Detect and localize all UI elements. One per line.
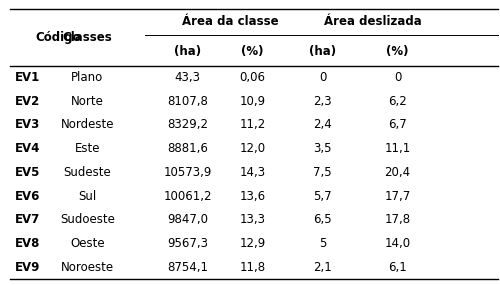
Text: EV8: EV8 [15,237,40,250]
Text: 0,06: 0,06 [240,71,266,84]
Text: Classes: Classes [62,30,112,44]
Text: Sudoeste: Sudoeste [60,213,115,226]
Text: Nordeste: Nordeste [61,119,114,131]
Text: 10573,9: 10573,9 [164,166,212,179]
Text: 17,7: 17,7 [384,190,410,203]
Text: 43,3: 43,3 [174,71,201,84]
Text: 6,2: 6,2 [388,95,407,108]
Text: Noroeste: Noroeste [61,261,114,274]
Text: 11,8: 11,8 [240,261,266,274]
Text: Área da classe: Área da classe [182,15,278,28]
Text: 9847,0: 9847,0 [167,213,208,226]
Text: 6,5: 6,5 [313,213,332,226]
Text: EV1: EV1 [15,71,40,84]
Text: Oeste: Oeste [70,237,105,250]
Text: EV2: EV2 [15,95,40,108]
Text: Norte: Norte [71,95,104,108]
Text: 13,3: 13,3 [240,213,266,226]
Text: EV5: EV5 [15,166,40,179]
Text: EV3: EV3 [15,119,40,131]
Text: 8881,6: 8881,6 [167,142,208,155]
Text: 2,4: 2,4 [313,119,332,131]
Text: 6,7: 6,7 [388,119,407,131]
Text: 12,9: 12,9 [240,237,266,250]
Text: 17,8: 17,8 [384,213,410,226]
Text: (ha): (ha) [309,45,336,58]
Text: EV6: EV6 [15,190,40,203]
Text: EV7: EV7 [15,213,40,226]
Text: (ha): (ha) [174,45,201,58]
Text: Código: Código [35,30,80,44]
Text: 20,4: 20,4 [384,166,410,179]
Text: Sudeste: Sudeste [64,166,112,179]
Text: 2,1: 2,1 [313,261,332,274]
Text: EV9: EV9 [15,261,40,274]
Text: 6,1: 6,1 [388,261,407,274]
Text: 12,0: 12,0 [240,142,266,155]
Text: (%): (%) [241,45,264,58]
Text: (%): (%) [386,45,409,58]
Text: 8754,1: 8754,1 [167,261,208,274]
Text: Plano: Plano [72,71,104,84]
Text: 7,5: 7,5 [313,166,332,179]
Text: 2,3: 2,3 [313,95,332,108]
Text: 10061,2: 10061,2 [163,190,212,203]
Text: Este: Este [75,142,100,155]
Text: 11,2: 11,2 [240,119,266,131]
Text: 9567,3: 9567,3 [167,237,208,250]
Text: 14,3: 14,3 [240,166,266,179]
Text: Sul: Sul [78,190,96,203]
Text: 8107,8: 8107,8 [167,95,208,108]
Text: 5: 5 [319,237,326,250]
Text: 11,1: 11,1 [384,142,410,155]
Text: 0: 0 [394,71,401,84]
Text: 0: 0 [319,71,326,84]
Text: 3,5: 3,5 [313,142,332,155]
Text: 10,9: 10,9 [240,95,266,108]
Text: EV4: EV4 [15,142,40,155]
Text: Área deslizada: Área deslizada [324,15,422,28]
Text: 14,0: 14,0 [384,237,410,250]
Text: 8329,2: 8329,2 [167,119,208,131]
Text: 13,6: 13,6 [240,190,266,203]
Text: 5,7: 5,7 [313,190,332,203]
